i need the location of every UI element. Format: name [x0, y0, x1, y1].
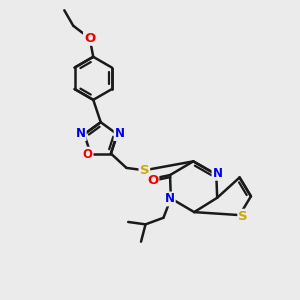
Text: O: O	[147, 174, 158, 187]
Text: N: N	[212, 167, 223, 180]
Text: O: O	[82, 148, 93, 161]
Text: N: N	[165, 193, 175, 206]
Text: S: S	[140, 164, 149, 177]
Text: N: N	[115, 127, 124, 140]
Text: S: S	[238, 210, 248, 223]
Text: N: N	[76, 127, 86, 140]
Text: O: O	[84, 32, 95, 45]
